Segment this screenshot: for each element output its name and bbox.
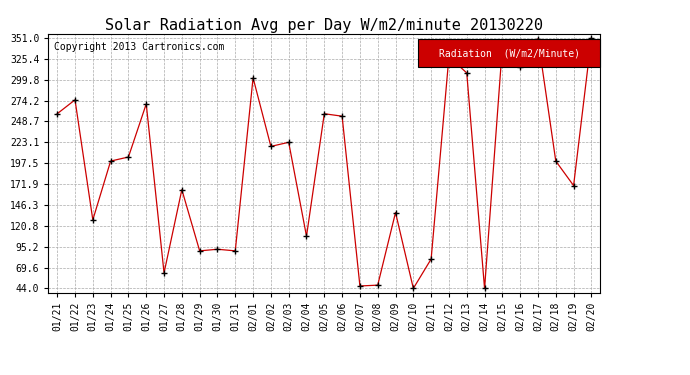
Text: Radiation  (W/m2/Minute): Radiation (W/m2/Minute): [439, 48, 580, 58]
Bar: [418, 39, 600, 68]
Text: Copyright 2013 Cartronics.com: Copyright 2013 Cartronics.com: [54, 42, 224, 51]
Title: Solar Radiation Avg per Day W/m2/minute 20130220: Solar Radiation Avg per Day W/m2/minute …: [106, 18, 543, 33]
